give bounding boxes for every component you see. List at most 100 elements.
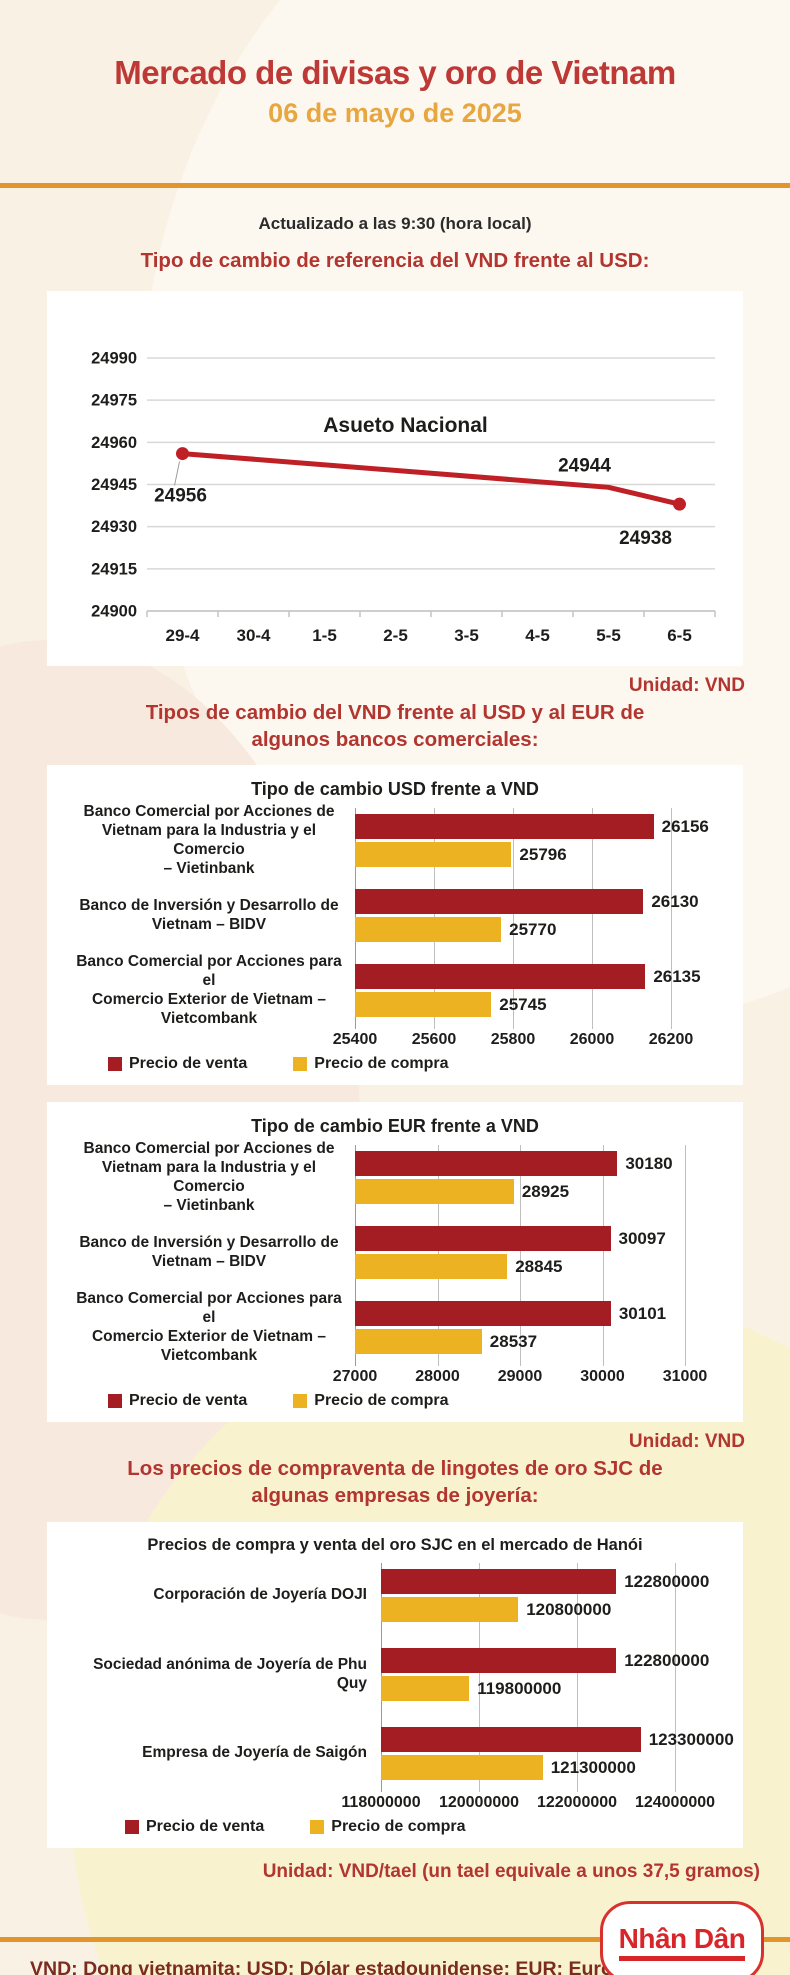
- category-label: Corporación de Joyería DOJI: [153, 1586, 367, 1604]
- section3-heading: Los precios de compraventa de lingotes d…: [127, 1457, 663, 1508]
- compra-bar: [355, 917, 502, 943]
- legend-label: Precio de compra: [314, 1392, 449, 1410]
- category-label: Banco Comercial por Acciones para el Come…: [76, 952, 342, 1027]
- bar-value-label: 28845: [515, 1256, 563, 1276]
- svg-text:5-5: 5-5: [596, 626, 621, 645]
- gridline: [602, 1145, 604, 1367]
- venta-bar: [355, 1226, 611, 1252]
- gold-chart-legend: Precio de venta Precio de compra: [125, 1816, 727, 1838]
- x-axis-tick-label: 28000: [415, 1368, 460, 1386]
- section1-heading: Tipo de cambio de referencia del VND fre…: [140, 249, 650, 272]
- x-axis-tick-label: 122000000: [536, 1794, 618, 1812]
- gold-chart-title: Precios de compra y venta del oro SJC en…: [147, 1536, 643, 1555]
- category-label: Banco de Inversión y Desarrollo de Vietna…: [79, 896, 339, 933]
- nhan-dan-logo-text: Nhân Dân: [618, 1923, 746, 1962]
- compra-bar: [381, 1755, 543, 1781]
- venta-bar: [355, 1301, 611, 1327]
- gold-price-bar-chart: Precios de compra y venta del oro SJC en…: [47, 1522, 743, 1849]
- venta-bar: [355, 889, 644, 915]
- legend-precio-de-venta: Precio de venta: [108, 1392, 247, 1410]
- eur-chart-legend: Precio de venta Precio de compra: [108, 1390, 727, 1412]
- gridline: [671, 808, 672, 1030]
- x-axis-tick-label: 25400: [332, 1031, 378, 1049]
- svg-text:29-4: 29-4: [165, 626, 200, 645]
- bar-value-label: 25796: [519, 844, 567, 864]
- bar-value-label: 28925: [521, 1181, 570, 1201]
- bar-group: 30101 28537: [355, 1301, 685, 1355]
- legend-label: Precio de venta: [129, 1392, 248, 1410]
- svg-text:3-5: 3-5: [454, 626, 479, 645]
- venta-bar: [355, 814, 654, 840]
- eur-rate-bar-chart: Tipo de cambio EUR frente a VND Banco Co…: [47, 1102, 743, 1423]
- usd-chart-x-axis: 25400 25600 25800 26000 26200: [333, 1027, 694, 1051]
- svg-text:24944: 24944: [558, 455, 611, 476]
- compra-bar: [381, 1597, 519, 1623]
- x-axis-tick-label: 27000: [332, 1368, 378, 1386]
- usd-chart-title: Tipo de cambio USD frente a VND: [251, 779, 539, 800]
- gridline: [479, 1563, 480, 1793]
- bar-value-label: 28537: [489, 1331, 538, 1351]
- bar-group: 26156 25796: [355, 814, 709, 868]
- compra-bar: [355, 1254, 508, 1280]
- gridline: [520, 1145, 521, 1367]
- bar-value-label: 26130: [651, 891, 699, 911]
- gold-chart-x-axis: 118000000 120000000 122000000 124000000: [341, 1790, 715, 1814]
- bar-group: 30180 28925: [355, 1151, 685, 1205]
- x-axis-tick-label: 118000000: [341, 1794, 421, 1812]
- x-axis-tick-label: 29000: [497, 1368, 543, 1386]
- compra-bar: [381, 1676, 470, 1702]
- reference-rate-line-chart: 24990 24975 24960 24945 24930 24915 24900 29-4 3…: [47, 291, 743, 667]
- legend-precio-de-compra: Precio de compra: [293, 1055, 449, 1073]
- unit-label-vnd-2: Unidad: VND: [628, 1431, 745, 1453]
- x-axis-tick-label: 26200: [648, 1031, 694, 1049]
- compra-legend-swatch-icon: [293, 1394, 308, 1409]
- category-label: Sociedad anónima de Joyería de Phu Quy: [93, 1655, 367, 1692]
- top-divider: [0, 183, 790, 188]
- category-label: Banco Comercial por Acciones de Vietnam p…: [83, 1139, 335, 1214]
- svg-text:24938: 24938: [619, 528, 672, 549]
- bar-value-label: 25770: [509, 919, 557, 939]
- bar-group: 123300000 121300000: [381, 1727, 734, 1781]
- page-date: 06 de mayo de 2025: [268, 98, 522, 128]
- bar-value-label: 120800000: [526, 1599, 612, 1619]
- venta-bar: [381, 1648, 617, 1674]
- x-axis-tick-label: 30000: [580, 1368, 625, 1386]
- gridline: [675, 1563, 676, 1793]
- bar-group: 26130 25770: [355, 889, 699, 943]
- bar-value-label: 26156: [661, 816, 709, 836]
- compra-legend-swatch-icon: [310, 1820, 325, 1835]
- x-axis-tick-label: 25800: [490, 1031, 536, 1049]
- svg-text:6-5: 6-5: [667, 626, 692, 645]
- svg-text:24945: 24945: [91, 476, 137, 494]
- compra-bar: [355, 992, 492, 1018]
- gridline: [592, 808, 593, 1030]
- footer-abbreviations: VND: Dong vietnamita; USD: Dólar estadou…: [30, 1958, 613, 1975]
- legend-label: Precio de compra: [331, 1818, 466, 1836]
- legend-label: Precio de venta: [129, 1055, 248, 1073]
- updated-note: Actualizado a las 9:30 (hora local): [258, 214, 532, 233]
- svg-text:2-5: 2-5: [383, 626, 408, 645]
- category-label: Empresa de Joyería de Saigón: [142, 1744, 367, 1762]
- bar-value-label: 30101: [618, 1303, 667, 1323]
- bar-value-label: 119800000: [477, 1678, 562, 1698]
- category-label: Banco Comercial por Acciones para el Come…: [76, 1289, 342, 1364]
- legend-label: Precio de compra: [314, 1055, 449, 1073]
- gridline: [513, 808, 514, 1030]
- nhan-dan-logo: Nhân Dân: [600, 1901, 764, 1975]
- gridline: [685, 1145, 686, 1367]
- gridline: [577, 1563, 578, 1793]
- venta-legend-swatch-icon: [108, 1057, 122, 1072]
- bar-value-label: 30097: [618, 1228, 666, 1248]
- bar-group: 122800000 119800000: [381, 1648, 709, 1702]
- svg-text:1-5: 1-5: [312, 626, 337, 645]
- bar-value-label: 122800000: [624, 1571, 710, 1591]
- category-label: Banco Comercial por Acciones de Vietnam p…: [83, 802, 335, 877]
- venta-legend-swatch-icon: [108, 1394, 122, 1409]
- svg-text:24956: 24956: [154, 486, 207, 507]
- venta-bar: [381, 1727, 641, 1753]
- bar-value-label: 30180: [625, 1153, 673, 1173]
- venta-bar: [355, 1151, 618, 1177]
- svg-text:24915: 24915: [91, 560, 137, 578]
- unit-label-vnd-1: Unidad: VND: [628, 675, 745, 697]
- venta-legend-swatch-icon: [125, 1820, 139, 1835]
